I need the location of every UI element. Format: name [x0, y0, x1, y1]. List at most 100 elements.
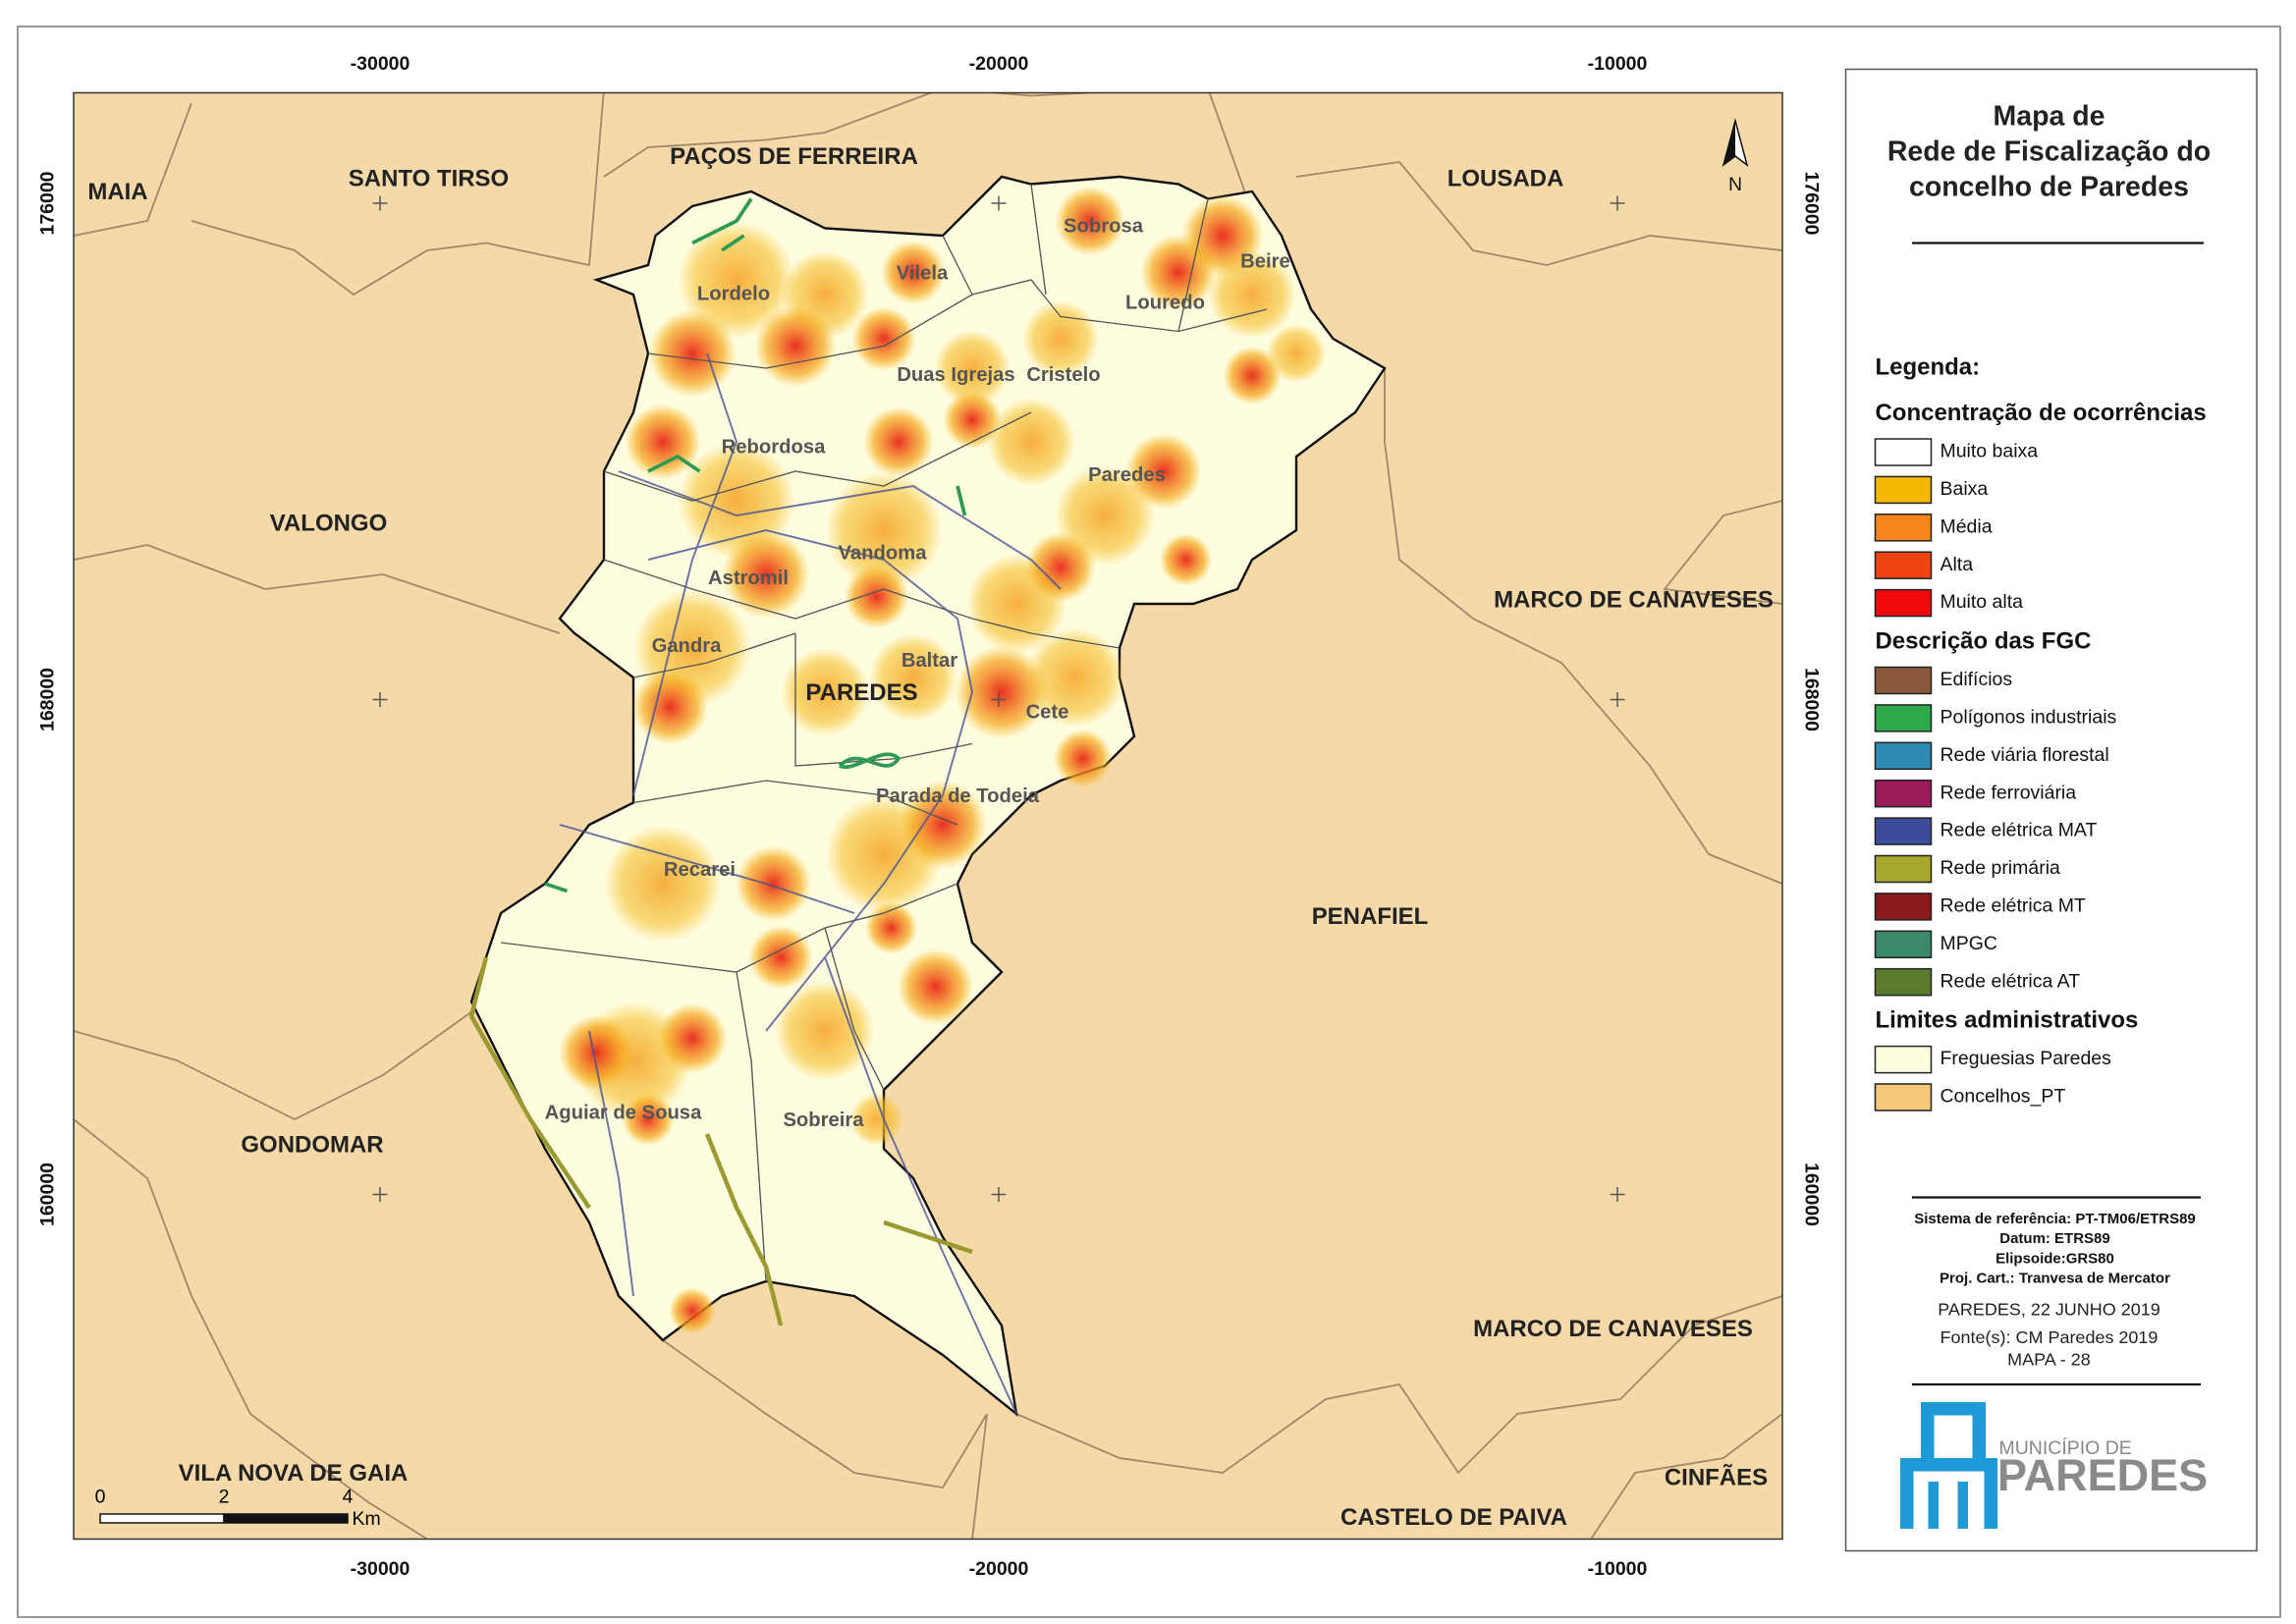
- scale-tick-label: 0: [95, 1487, 106, 1508]
- legend-group-title: Concentração de ocorrências: [1875, 400, 2206, 426]
- legend-swatch: [1874, 1045, 1933, 1074]
- parish-label: Rebordosa: [722, 436, 826, 458]
- legend-panel: [1844, 68, 2258, 1552]
- heat-blob: [880, 240, 946, 305]
- heat-blob: [603, 824, 722, 943]
- x-tick-label: -30000: [351, 53, 410, 75]
- region-label: PAÇOS DE FERREIRA: [670, 143, 918, 170]
- legend-group-title: Descrição das FGC: [1875, 627, 2091, 654]
- heat-blob: [621, 1092, 675, 1146]
- legend-swatch: [1874, 551, 1933, 579]
- region-label: MARCO DE CANAVESES: [1494, 586, 1774, 613]
- reference-info: Proj. Cart.: Tranvesa de Mercator: [1940, 1271, 2170, 1287]
- scale-tick-label: 4: [343, 1487, 354, 1508]
- heat-blob: [735, 844, 812, 922]
- heat-blob: [1124, 432, 1202, 510]
- heat-blob: [656, 1002, 728, 1074]
- heat-blob: [747, 924, 813, 990]
- parish-label: Louredo: [1125, 292, 1205, 313]
- parish-label: Recarei: [664, 859, 736, 881]
- heat-blob: [624, 403, 701, 480]
- heat-blob: [647, 308, 737, 398]
- legend-swatch: [1874, 475, 1933, 505]
- heat-blob: [1159, 532, 1213, 586]
- legend-swatch: [1874, 666, 1933, 695]
- reference-info: Sistema de referência: PT-TM06/ETRS89: [1914, 1211, 2195, 1227]
- heat-blob: [898, 780, 987, 869]
- coordinate-ticks: -30000 -30000 -20000 -20000 -10000 -10000 1760…: [37, 53, 1823, 1580]
- region-label: PAREDES: [805, 679, 917, 706]
- y-tick-label: 168000: [1800, 668, 1822, 731]
- region-label: CASTELO DE PAIVA: [1340, 1504, 1567, 1531]
- legend-label: Rede viária florestal: [1940, 744, 2108, 766]
- heat-blob: [862, 406, 934, 477]
- parish-label: Lordelo: [697, 283, 770, 304]
- place-labels: MAIA SANTO TIRSO PAÇOS DE FERREIRA LOUSADA V…: [87, 143, 1774, 1531]
- region-label: MARCO DE CANAVESES: [1473, 1316, 1753, 1342]
- power-lines: [559, 352, 1062, 1415]
- heat-blob: [721, 529, 810, 619]
- legend-swatch: [1874, 854, 1933, 884]
- heat-blob: [1054, 185, 1125, 256]
- legend-label: Edifícios: [1940, 669, 2012, 690]
- legend-label: Concelhos_PT: [1940, 1086, 2065, 1108]
- parish-label: Sobrosa: [1064, 215, 1144, 237]
- legend-label: Rede elétrica AT: [1940, 970, 2080, 992]
- legend-label: Polígonos industriais: [1940, 707, 2116, 729]
- legend-label: Alta: [1940, 554, 1973, 575]
- legend-heading: Legenda:: [1875, 353, 1980, 380]
- logo-line1: MUNICÍPIO DE: [1998, 1436, 2131, 1459]
- y-tick-label: 168000: [37, 668, 59, 731]
- scale-tick-label: 2: [219, 1487, 230, 1508]
- region-label: GONDOMAR: [241, 1131, 383, 1158]
- heat-blob: [824, 470, 943, 589]
- region-label: VALONGO: [270, 510, 387, 536]
- y-tick-label: 176000: [37, 171, 59, 235]
- legend-label: MPGC: [1940, 933, 1996, 954]
- heat-blob: [668, 1286, 716, 1334]
- region-label: VILA NOVA DE GAIA: [179, 1460, 409, 1487]
- region-label: CINFÃES: [1665, 1463, 1768, 1490]
- x-tick-label: -30000: [351, 1558, 410, 1580]
- legend-group-title: Limites administrativos: [1875, 1006, 2138, 1033]
- parish-label: Duas Igrejas: [897, 364, 1014, 386]
- legend-swatch: [1874, 741, 1933, 771]
- parish-label: Vandoma: [839, 542, 928, 564]
- legend-swatch: [1874, 930, 1933, 959]
- logo-mark: [1899, 1401, 1997, 1529]
- y-tick-label: 160000: [37, 1163, 59, 1226]
- heat-blob: [677, 220, 795, 339]
- north-label: N: [1728, 174, 1742, 195]
- map-title: Mapa de: [1994, 101, 2105, 133]
- heat-blob: [1024, 531, 1096, 603]
- map-frame: [73, 91, 1783, 1541]
- legend-swatch: [1874, 1083, 1933, 1111]
- north-arrow: [1722, 118, 1749, 167]
- parish-label: Baltar: [902, 650, 957, 672]
- heat-blob: [850, 305, 916, 371]
- heat-blob: [753, 304, 837, 388]
- parish-label: Aguiar de Sousa: [545, 1102, 702, 1123]
- region-label: MAIA: [87, 179, 147, 205]
- heat-blob: [954, 644, 1049, 739]
- x-tick-label: -10000: [1588, 53, 1648, 75]
- heat-blob: [897, 947, 974, 1025]
- x-tick-label: -20000: [969, 53, 1029, 75]
- parish-label: Paredes: [1088, 464, 1166, 486]
- municipal-boundaries: [74, 92, 1782, 1540]
- parish-label: Cristelo: [1026, 364, 1100, 386]
- reference-info: Elipsoide:GRS80: [1995, 1250, 2114, 1267]
- heat-blob: [942, 390, 1002, 450]
- x-tick-label: -20000: [969, 1558, 1029, 1580]
- parish-label: Cete: [1026, 701, 1069, 723]
- y-tick-label: 160000: [1800, 1163, 1822, 1226]
- legend-label: Rede ferroviária: [1940, 782, 2076, 803]
- legend-swatch: [1874, 779, 1933, 808]
- legend-swatch: [1874, 704, 1933, 732]
- heat-blob: [986, 397, 1075, 486]
- map-number: MAPA - 28: [2007, 1350, 2091, 1370]
- heat-blob: [1024, 626, 1125, 728]
